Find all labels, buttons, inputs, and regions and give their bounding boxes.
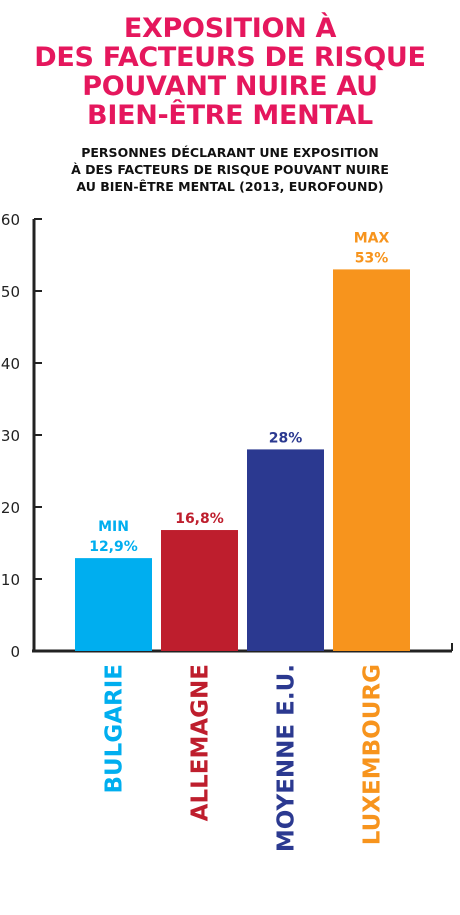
y-tick-label: 20 — [1, 499, 20, 517]
title-line-3: POUVANT NUIRE AU — [82, 71, 378, 102]
y-tick-label: 50 — [1, 283, 20, 301]
subtitle-line-3: AU BIEN-ÊTRE MENTAL (2013, EUROFOUND) — [76, 179, 384, 194]
subtitle-line-2: À DES FACTEURS DE RISQUE POUVANT NUIRE — [71, 162, 389, 177]
y-tick-label: 10 — [1, 571, 20, 589]
chart-title: EXPOSITION À DES FACTEURS DE RISQUE POUV… — [0, 14, 460, 130]
bar — [333, 269, 410, 651]
title-line-4: BIEN-ÊTRE MENTAL — [87, 100, 373, 131]
y-tick-label: 60 — [1, 211, 20, 229]
category-label: LUXEMBOURG — [360, 664, 386, 845]
data-label: 16,8% — [175, 511, 224, 527]
bar — [75, 558, 152, 651]
category-label: BULGARIE — [102, 664, 128, 794]
data-label: 53% — [355, 250, 389, 266]
subtitle-line-1: PERSONNES DÉCLARANT UNE EXPOSITION — [81, 145, 379, 160]
y-tick-label: 0 — [10, 643, 20, 661]
title-line-2: DES FACTEURS DE RISQUE — [34, 42, 426, 73]
bar — [161, 530, 238, 651]
data-label: 12,9% — [89, 539, 138, 555]
extreme-label: MIN — [98, 519, 129, 535]
chart-subtitle: PERSONNES DÉCLARANT UNE EXPOSITION À DES… — [0, 144, 460, 195]
bar — [247, 449, 324, 651]
category-label: MOYENNE E.U. — [274, 664, 300, 852]
title-line-1: EXPOSITION À — [123, 13, 337, 44]
y-tick-label: 30 — [1, 427, 20, 445]
y-tick-label: 40 — [1, 355, 20, 373]
extreme-label: MAX — [354, 230, 390, 246]
data-label: 28% — [269, 430, 303, 446]
category-label: ALLEMAGNE — [188, 664, 214, 821]
